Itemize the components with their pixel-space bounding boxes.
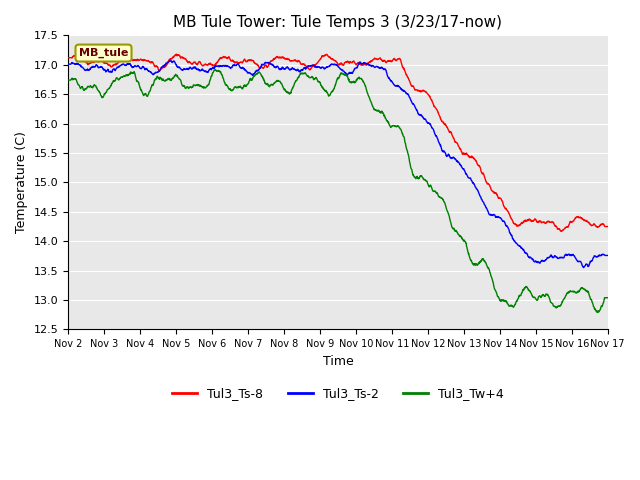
Legend: Tul3_Ts-8, Tul3_Ts-2, Tul3_Tw+4: Tul3_Ts-8, Tul3_Ts-2, Tul3_Tw+4 [166, 383, 509, 406]
Y-axis label: Temperature (C): Temperature (C) [15, 132, 28, 233]
Text: MB_tule: MB_tule [79, 48, 128, 58]
X-axis label: Time: Time [323, 355, 353, 368]
Title: MB Tule Tower: Tule Temps 3 (3/23/17-now): MB Tule Tower: Tule Temps 3 (3/23/17-now… [173, 15, 502, 30]
